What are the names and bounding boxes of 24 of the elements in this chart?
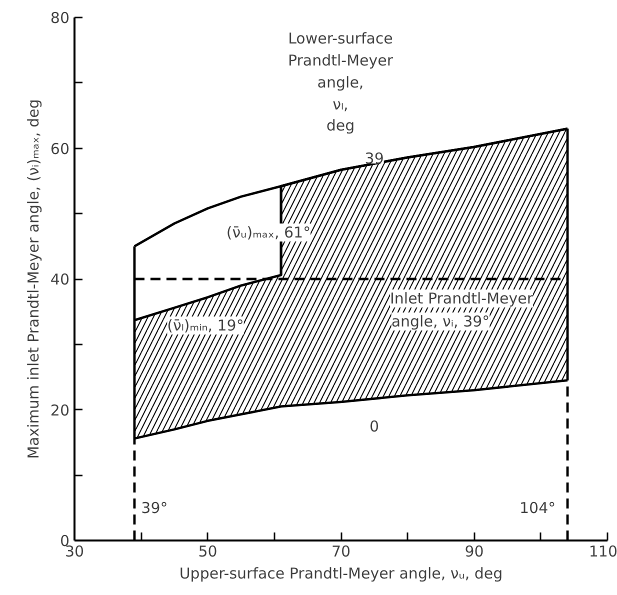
y-tick-label: 60 xyxy=(50,140,70,158)
annotation: Lower-surface xyxy=(288,30,393,48)
x-tick-label: 110 xyxy=(588,542,617,560)
annotation: angle, xyxy=(317,74,364,92)
x-tick-label: 70 xyxy=(331,542,351,560)
y-tick-label: 0 xyxy=(60,532,70,550)
annotation: 104° xyxy=(519,498,556,517)
y-tick-label: 40 xyxy=(50,270,70,288)
annotation: νₗ, xyxy=(332,96,348,114)
y-tick-label: 20 xyxy=(50,401,70,420)
x-tick-label: 90 xyxy=(464,542,484,560)
y-axis-title: Maximum inlet Prandtl-Meyer angle, (νᵢ)ₘₐₓ, deg xyxy=(24,99,42,459)
annotation: deg xyxy=(326,116,355,134)
x-axis-title: Upper-surface Prandtl-Meyer angle, νᵤ, deg xyxy=(179,564,503,582)
annotation: 0 xyxy=(370,418,380,436)
y-tick-label: 80 xyxy=(50,9,70,27)
annotation: angle, νᵢ, 39° xyxy=(391,312,490,330)
annotation: (ν̄ₗ)ₘᵢₙ, 19° xyxy=(167,316,244,334)
annotation: Inlet Prandtl-Meyer xyxy=(390,290,534,308)
x-tick-label: 50 xyxy=(198,542,218,560)
annotation: (ν̄ᵤ)ₘₐₓ, 61° xyxy=(226,224,311,242)
annotation: 39° xyxy=(141,498,168,517)
annotation: 39 xyxy=(364,150,384,168)
annotation: Prandtl-Meyer xyxy=(288,52,394,70)
